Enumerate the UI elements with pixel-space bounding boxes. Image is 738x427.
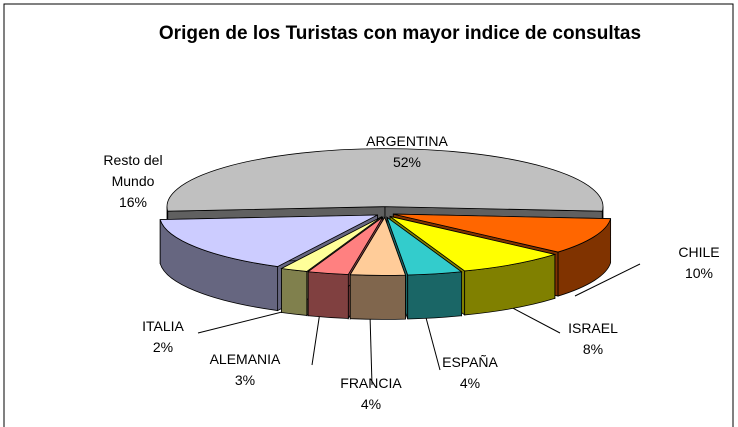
leader-line — [311, 311, 321, 366]
leader-line — [369, 314, 373, 386]
value-label: 3% — [234, 372, 256, 388]
slice-label: ISRAEL 8% — [553, 318, 633, 360]
slice-label: FRANCIA 4% — [331, 373, 411, 415]
leader-line — [424, 313, 441, 371]
category-label: ITALIA — [142, 318, 184, 334]
category-label: ARGENTINA — [366, 133, 448, 149]
slice-top — [386, 216, 463, 276]
slice-wall — [307, 271, 349, 319]
value-label: 16% — [118, 194, 148, 210]
category-label: ISRAEL — [568, 320, 618, 336]
slice-label: ESPAÑA 4% — [430, 352, 510, 394]
pie — [159, 148, 612, 321]
slice-wall — [281, 268, 308, 316]
slice-label: Resto del Mundo 16% — [93, 150, 173, 213]
slice-top — [393, 213, 612, 253]
chart-title: Origen de los Turistas con mayor indice … — [158, 23, 642, 44]
slice-top — [280, 216, 382, 272]
slice-label: ALEMANIA 3% — [200, 349, 290, 391]
slice-wall — [407, 271, 462, 320]
category-label: ALEMANIA — [209, 351, 281, 367]
slice-top — [159, 214, 378, 267]
slice-wall — [349, 274, 406, 320]
value-label: 2% — [152, 339, 174, 355]
slice — [349, 215, 407, 321]
slice-label: ARGENTINA 52% — [337, 131, 477, 173]
value-label: 4% — [360, 396, 382, 412]
slice-top — [349, 216, 407, 276]
value-label: 10% — [684, 265, 714, 281]
category-label: ESPAÑA — [442, 354, 498, 370]
leader-line — [504, 303, 561, 334]
slice-top — [307, 216, 384, 275]
slice-top — [389, 216, 557, 272]
category-label: CHILE — [678, 244, 720, 260]
value-label: 8% — [582, 341, 604, 357]
category-label: FRANCIA — [340, 375, 402, 391]
slice-label: CHILE 10% — [659, 242, 738, 284]
slice-top — [166, 148, 604, 212]
slice-label: ITALIA 2% — [123, 316, 203, 358]
value-label: 52% — [392, 154, 422, 170]
leader-line — [574, 263, 641, 297]
category-label: Resto del Mundo — [103, 152, 163, 189]
value-label: 4% — [459, 375, 481, 391]
